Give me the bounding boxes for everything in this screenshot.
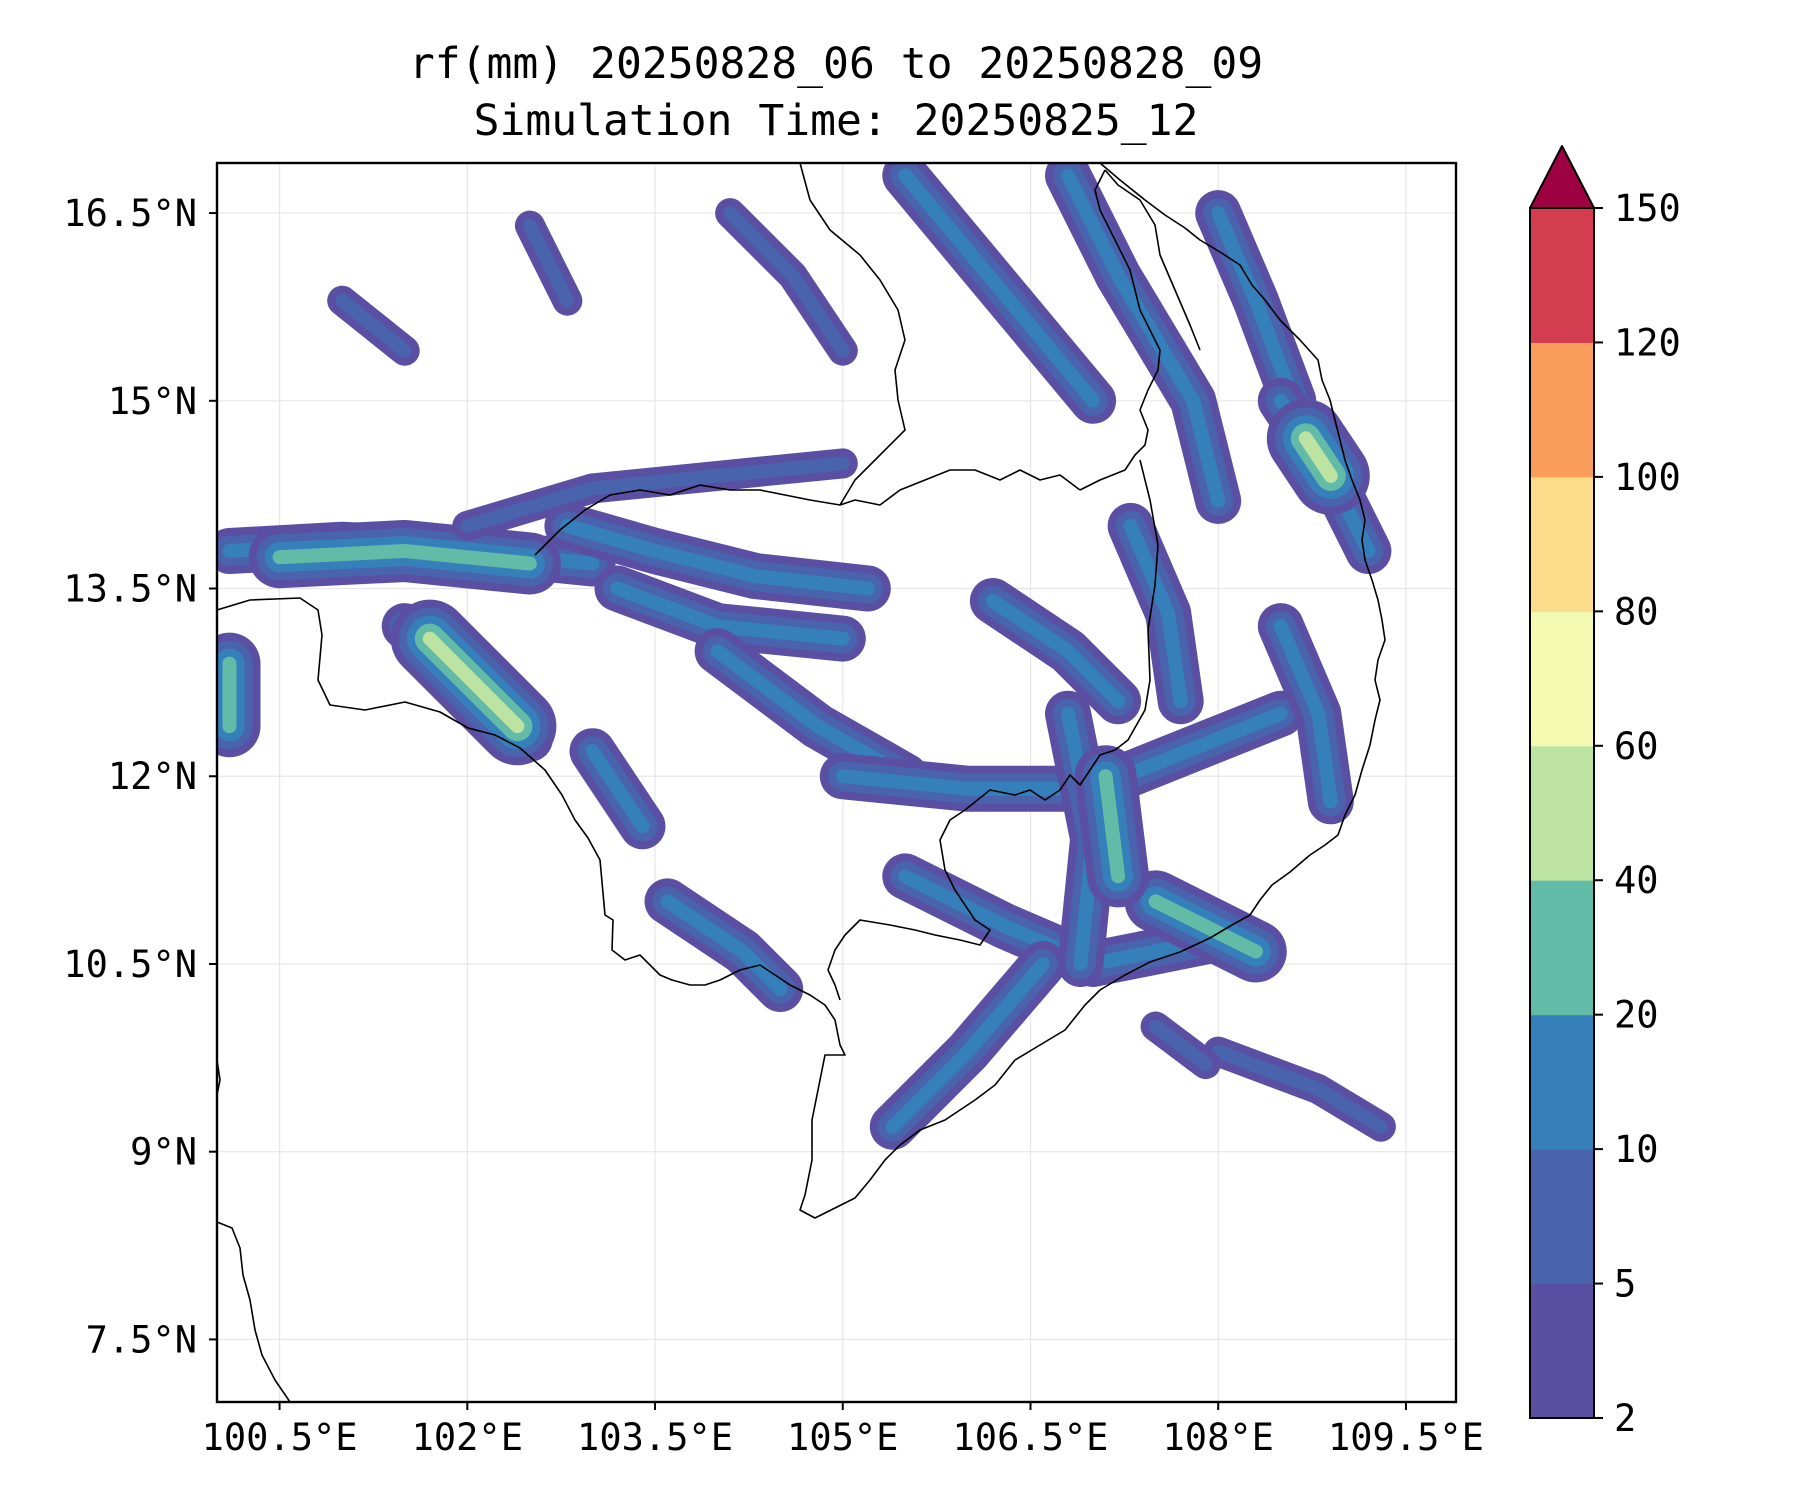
rainfall-band-level-2: [610, 581, 850, 646]
rainfall-band-level-1: [335, 293, 412, 358]
coastlines-and-borders: [217, 163, 1386, 1402]
y-tick-label: 12°N: [108, 755, 197, 798]
colorbar-outline: [1529, 207, 1595, 1419]
y-tick-label: 15°N: [108, 380, 197, 423]
rainfall-contours: [217, 163, 1396, 1150]
colorbar-tick-label: 40: [1614, 859, 1659, 902]
colorbar-tick-label: 2: [1614, 1397, 1636, 1440]
colorbar-extend-arrow: [1529, 145, 1595, 209]
border-laos-vietnam: [1104, 169, 1201, 351]
rainfall-band-level-2: [585, 744, 650, 834]
x-tick-label: 100.5°E: [202, 1416, 358, 1459]
x-tick-label: 108°E: [1163, 1416, 1274, 1459]
rainfall-band-level-2: [985, 594, 1126, 709]
rainfall-band-level-3: [1148, 894, 1263, 959]
colorbar-segment: [1530, 342, 1594, 478]
rainfall-band-level-3: [272, 544, 537, 571]
colorbar-segment: [1530, 611, 1594, 747]
map-title-line2: Simulation Time: 20250825_12: [474, 96, 1199, 146]
map-frame: [215, 161, 1458, 1404]
coastline-malay-peninsula: [217, 1221, 291, 1402]
colorbar-tick-label: 120: [1614, 321, 1681, 364]
y-tick-label: 9°N: [130, 1131, 197, 1174]
x-tick-label: 102°E: [412, 1416, 523, 1459]
rainfall-band-level-2: [835, 706, 1288, 796]
colorbar-tick-label: 20: [1614, 994, 1659, 1037]
rainfall-band-level-2: [1273, 619, 1338, 809]
rainfall-band-level-2: [560, 518, 875, 596]
colorbar: 2 5 10 20 40 60 80 100 120 150: [1529, 145, 1681, 1440]
y-tick-label: 13.5°N: [63, 568, 197, 611]
coastline-gulf-of-thailand: [217, 163, 1386, 1219]
colorbar-segment: [1530, 476, 1594, 612]
rainfall-band-level-2: [1061, 168, 1226, 508]
x-tick-label: 109.5°E: [1328, 1416, 1484, 1459]
border-cambodia-vietnam: [827, 169, 1161, 1001]
x-tick-label: 105°E: [787, 1416, 898, 1459]
rainfall-band-level-2: [898, 168, 1101, 408]
x-tick-label: 106.5°E: [953, 1416, 1109, 1459]
rainfall-band-level-2: [1123, 518, 1188, 709]
colorbar-segment: [1530, 1014, 1594, 1150]
rainfall-band-level-1: [1148, 1019, 1213, 1072]
rainfall-band-level-2: [660, 894, 788, 996]
y-tick-label: 16.5°N: [63, 192, 197, 235]
rainfall-band-level-1: [460, 456, 850, 533]
rainfall-band-level-1: [723, 206, 850, 358]
rainfall-band-level-2: [885, 957, 1050, 1134]
y-axis-ticks: 7.5°N 9°N 10.5°N 12°N 13.5°N 15°N 16.5°N: [63, 192, 217, 1361]
rainfall-band-level-1: [1211, 1044, 1388, 1134]
map-title-line1: rf(mm) 20250828_06 to 20250828_09: [409, 39, 1263, 89]
rainfall-band-level-4: [422, 631, 525, 734]
map-panel: 100.5°E 102°E 103.5°E 105°E 106.5°E 108°E 109.…: [63, 161, 1484, 1459]
colorbar-segment: [1530, 880, 1594, 1016]
border-thailand-laos: [799, 163, 906, 506]
colorbar-segment: [1530, 1149, 1594, 1285]
colorbar-tick-label: 100: [1614, 456, 1681, 499]
colorbar-segment: [1530, 1283, 1594, 1419]
rainfall-band-level-2: [1211, 206, 1301, 408]
colorbar-tick-label: 10: [1614, 1128, 1659, 1171]
colorbar-tick-label: 150: [1614, 187, 1681, 230]
colorbar-segment: [1530, 745, 1594, 881]
colorbar-segment: [1530, 208, 1594, 343]
rainfall-band-level-1: [522, 218, 575, 308]
rainfall-band-level-4: [1298, 431, 1338, 483]
x-tick-label: 103.5°E: [577, 1416, 733, 1459]
colorbar-tick-label: 5: [1614, 1263, 1636, 1306]
colorbar-tick-label: 80: [1614, 590, 1659, 633]
y-tick-label: 7.5°N: [86, 1318, 197, 1361]
rainfall-band-level-3: [1098, 769, 1126, 884]
colorbar-tick-label: 60: [1614, 725, 1659, 768]
y-tick-label: 10.5°N: [63, 943, 197, 986]
x-axis-ticks: 100.5°E 102°E 103.5°E 105°E 106.5°E 108°E 109.…: [202, 1402, 1484, 1459]
